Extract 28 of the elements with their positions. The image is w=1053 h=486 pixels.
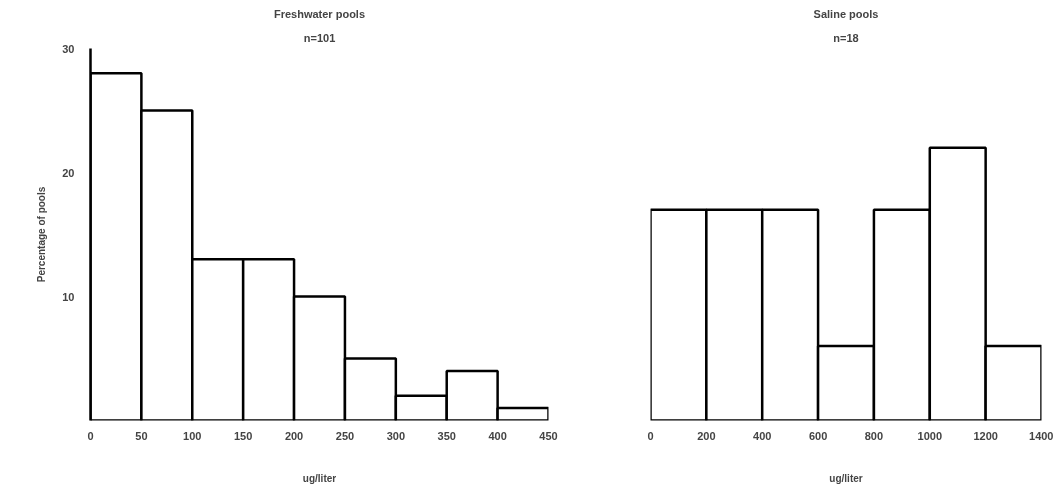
x-tick-label: 350	[437, 429, 456, 442]
x-tick-label: 400	[488, 429, 507, 442]
x-tick-label: 400	[753, 429, 772, 442]
x-tick-label: 1200	[973, 429, 998, 442]
x-tick-label: 250	[335, 429, 355, 442]
x-tick-label: 450	[539, 429, 558, 442]
x-tick-label: 600	[808, 429, 828, 442]
chart-subtitle: n=101	[303, 31, 336, 44]
x-tick-label: 150	[233, 429, 253, 442]
x-tick-label: 1400	[1029, 429, 1053, 442]
chart-title: Saline pools	[813, 7, 879, 20]
x-tick-label: 0	[87, 429, 94, 442]
y-axis-title: Percentage of pools	[36, 186, 48, 283]
x-axis-title: ug/liter	[302, 472, 337, 484]
y-tick-label: 20	[62, 166, 75, 179]
x-axis-title: ug/liter	[829, 472, 863, 484]
y-tick-label: 10	[62, 290, 75, 303]
x-tick-label: 300	[386, 429, 406, 442]
x-tick-label: 800	[864, 429, 884, 442]
x-tick-label: 1000	[917, 429, 943, 442]
chart-title: Freshwater pools	[273, 7, 366, 20]
x-tick-label: 200	[697, 429, 716, 442]
x-tick-label: 100	[183, 429, 202, 442]
chart-subtitle: n=18	[833, 31, 859, 44]
x-tick-label: 200	[284, 429, 304, 442]
x-tick-label: 0	[647, 429, 654, 442]
y-tick-label: 30	[62, 42, 75, 55]
x-tick-label: 50	[135, 429, 148, 442]
